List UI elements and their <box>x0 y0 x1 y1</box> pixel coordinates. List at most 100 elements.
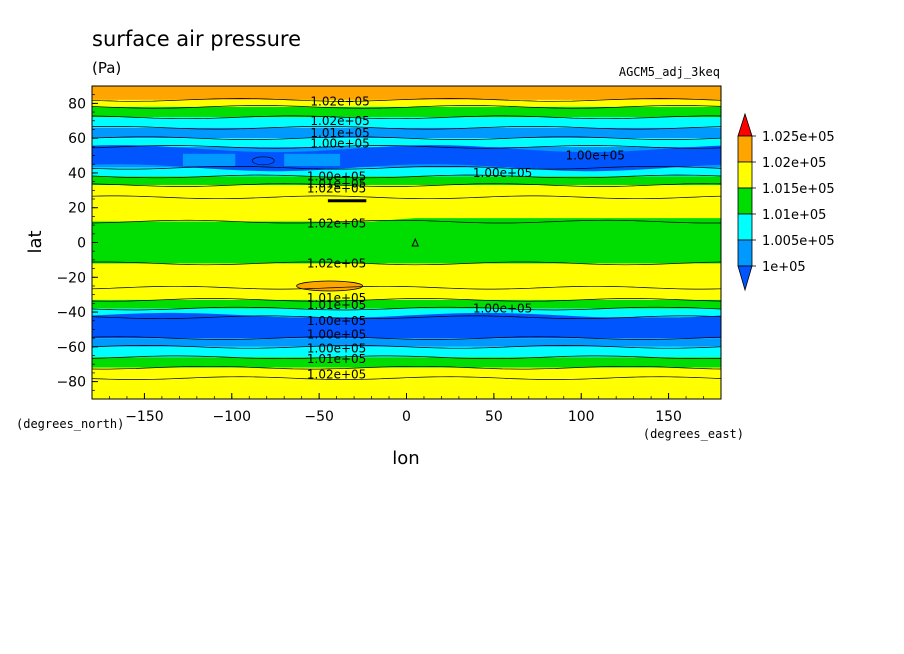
colorbar-segment <box>737 161 753 189</box>
band-17 <box>92 338 721 347</box>
contour-label: 1.00e+05 <box>307 328 366 342</box>
y-axis-label: lat <box>25 230 46 253</box>
colorbar-segment <box>737 213 753 241</box>
low-cell <box>251 156 275 166</box>
contour-line <box>92 165 721 170</box>
equatorial-band <box>92 218 721 264</box>
y-tick-label: 0 <box>77 236 86 252</box>
contour-label: 1.00e+05 <box>307 169 366 183</box>
equator-marker <box>411 237 419 247</box>
band-21 <box>92 378 721 399</box>
band-1 <box>92 99 721 107</box>
contour-line <box>92 174 721 179</box>
contour-label: 1.02e+05 <box>310 114 369 128</box>
contour-label: 1.00e+05 <box>565 149 624 163</box>
y-tick-label: 20 <box>68 201 86 217</box>
x-axis: −150 −100 −50 0 50 100 150 <box>109 393 704 425</box>
band-8 <box>92 176 721 186</box>
y-axis: −80 −60 −40 −20 0 20 40 60 80 <box>56 94 98 391</box>
contour-line <box>92 376 721 380</box>
colorbar-segment <box>737 239 753 267</box>
trough-south <box>92 312 721 338</box>
band-18 <box>92 346 721 358</box>
x-tick-label: −50 <box>304 409 334 425</box>
band-19 <box>92 357 721 368</box>
contour-line <box>92 261 721 266</box>
band-13 <box>92 287 721 300</box>
band-5 <box>92 138 721 147</box>
contour-line <box>92 298 721 302</box>
contour-segment <box>327 199 367 203</box>
contour-line <box>92 183 721 187</box>
y-tick-label: 60 <box>68 131 86 147</box>
contour-label: 1.01e+05 <box>307 176 366 190</box>
trough-north <box>92 145 721 172</box>
band-10 <box>92 197 721 222</box>
band-9 <box>92 185 721 198</box>
band-14 <box>92 299 721 309</box>
contour-label: 1.02e+05 <box>310 95 369 109</box>
contour-line <box>92 315 721 320</box>
x-tick-label: 100 <box>568 409 595 425</box>
contour-line <box>92 285 721 290</box>
contour-line <box>92 115 721 120</box>
x-tick-label: 150 <box>655 409 682 425</box>
colorbar-label: 1.015e+05 <box>762 182 835 197</box>
contour-label: 1.01e+05 <box>310 126 369 140</box>
contour-label: 1.02e+05 <box>307 256 366 270</box>
y-tick-label: −80 <box>56 375 86 391</box>
chart-units: (Pa) <box>92 59 121 77</box>
contour-line <box>92 345 721 349</box>
contour-line <box>92 105 721 109</box>
colorbar-over <box>737 112 753 137</box>
band-20 <box>92 367 721 379</box>
band-7 <box>92 167 721 177</box>
y-tick-label: −60 <box>56 340 86 356</box>
contour-label: 1.01e+05 <box>307 291 366 305</box>
contour-line <box>92 98 721 102</box>
band-3 <box>92 117 721 128</box>
y-tick-label: 80 <box>68 96 86 112</box>
contour-line <box>92 136 721 140</box>
x-tick-label: −150 <box>125 409 163 425</box>
contour-line <box>92 365 721 370</box>
chart-title: surface air pressure <box>92 27 301 51</box>
contour-label: 1.00e+05 <box>310 136 369 150</box>
contour-label: 1.02e+05 <box>307 216 366 230</box>
x-unit-label: (degrees_east) <box>643 427 744 441</box>
band-2 <box>92 106 721 118</box>
colorbar-label: 1e+05 <box>762 260 806 275</box>
colorbar-label: 1.025e+05 <box>762 130 835 145</box>
x-axis-label: lon <box>392 448 419 469</box>
trough-gap-b <box>284 153 341 166</box>
contour-label: 1.00e+05 <box>307 342 366 356</box>
band-15 <box>92 308 721 318</box>
contour-line <box>92 219 721 224</box>
colorbar-segment <box>737 135 753 163</box>
dataset-label: AGCM5_adj_3keq <box>619 65 720 79</box>
contour-line <box>92 125 721 130</box>
contour-label: 1.00e+05 <box>473 302 532 316</box>
contour-line <box>92 336 721 340</box>
contour-label: 1.00e+05 <box>473 166 532 180</box>
y-tick-label: −20 <box>56 270 86 286</box>
y-tick-label: 40 <box>68 166 86 182</box>
x-tick-label: 50 <box>485 409 503 425</box>
band-0 <box>92 86 721 100</box>
y-tick-label: −40 <box>56 305 86 321</box>
contour-label: 1.02e+05 <box>307 182 366 196</box>
contour-line <box>92 145 721 149</box>
colorbar-label: 1.02e+05 <box>762 156 826 171</box>
contour-line <box>92 306 721 311</box>
contour-label: 1.02e+05 <box>307 368 366 382</box>
contour-line <box>92 195 721 200</box>
contour-label: 1.00e+05 <box>307 314 366 328</box>
band-12 <box>92 263 721 288</box>
contour-label: 1.01e+05 <box>307 352 366 366</box>
x-tick-label: 0 <box>402 409 411 425</box>
contour-line <box>92 355 721 360</box>
colorbar-label: 1.005e+05 <box>762 234 835 249</box>
colorbar-label: 1.01e+05 <box>762 208 826 223</box>
high-south <box>296 280 364 292</box>
